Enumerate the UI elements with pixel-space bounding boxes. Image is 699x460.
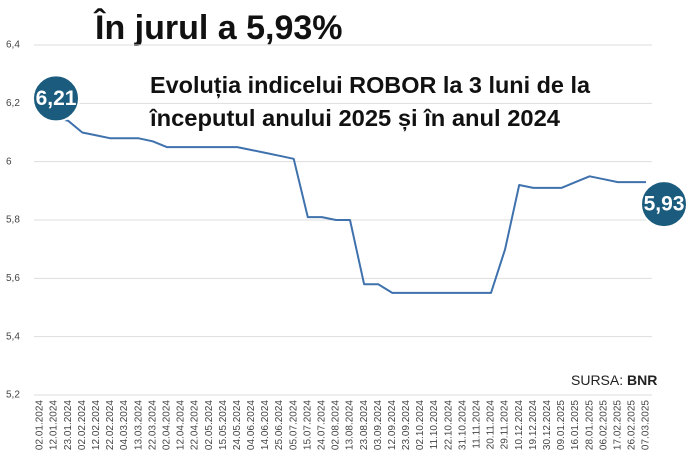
value-badge <box>640 180 688 229</box>
x-tick-label: 10.12.2024 <box>514 400 525 450</box>
x-tick-label: 07.03.2025 <box>641 400 652 450</box>
x-tick-label: 11.10.2024 <box>429 400 440 450</box>
x-tick-label: 22.04.2024 <box>190 400 201 450</box>
x-tick-label: 25.06.2024 <box>274 400 285 450</box>
x-tick-label: 12.02.2024 <box>91 400 102 450</box>
series-line <box>39 99 646 294</box>
badge-label: 6,21 <box>36 87 77 110</box>
y-tick-label: 6 <box>6 156 12 167</box>
x-tick-label: 02.04.2024 <box>161 400 172 450</box>
source-prefix: SURSA: <box>571 372 623 388</box>
x-tick-label: 31.10.2024 <box>457 400 468 450</box>
x-tick-label: 02.10.2024 <box>415 400 426 450</box>
x-tick-label: 19.12.2024 <box>528 400 539 450</box>
x-tick-label: 29.11.2024 <box>500 400 511 450</box>
x-tick-label: 02.02.2024 <box>77 400 88 450</box>
x-tick-label: 28.01.2025 <box>584 400 595 450</box>
x-tick-label: 02.08.2024 <box>331 400 342 450</box>
y-tick-label: 5,4 <box>6 331 20 342</box>
x-tick-label: 12.04.2024 <box>176 400 187 450</box>
x-tick-label: 15.07.2024 <box>302 400 313 450</box>
x-tick-label: 23.01.2024 <box>63 400 74 450</box>
y-tick-label: 5,8 <box>6 215 20 226</box>
y-tick-label: 6,4 <box>6 40 20 51</box>
y-tick-label: 5,6 <box>6 273 20 284</box>
x-tick-label: 23.09.2024 <box>401 400 412 450</box>
x-tick-label: 04.03.2024 <box>119 400 130 450</box>
x-tick-label: 23.08.2024 <box>359 400 370 450</box>
x-tick-label: 12.01.2024 <box>49 400 60 450</box>
x-tick-label: 13.03.2024 <box>133 400 144 450</box>
x-tick-label: 02.05.2024 <box>204 400 215 450</box>
chart-subtitle: începutul anului 2025 și în anul 2024 <box>149 105 560 132</box>
x-tick-label: 24.05.2024 <box>232 400 243 450</box>
x-tick-label: 09.01.2025 <box>556 400 567 450</box>
x-tick-label: 24.07.2024 <box>317 400 328 450</box>
source-label: SURSA: BNR <box>571 372 657 388</box>
value-badge <box>32 74 80 123</box>
y-tick-label: 5,2 <box>6 390 20 401</box>
x-tick-label: 02.01.2024 <box>35 400 46 450</box>
x-tick-label: 30.12.2024 <box>542 400 553 450</box>
x-tick-label: 20.11.2024 <box>486 400 497 450</box>
y-tick-label: 6,2 <box>6 98 20 109</box>
x-tick-label: 14.06.2024 <box>260 400 271 450</box>
x-tick-label: 22.02.2024 <box>105 400 116 450</box>
x-tick-label: 05.07.2024 <box>288 400 299 450</box>
grid <box>34 44 652 396</box>
x-tick-label: 17.02.2025 <box>612 400 623 450</box>
x-tick-label: 06.02.2025 <box>598 400 609 450</box>
x-tick-label: 16.01.2025 <box>570 400 581 450</box>
x-tick-label: 13.08.2024 <box>345 400 356 450</box>
chart-subtitle: Evoluția indicelui ROBOR la 3 luni de la <box>150 72 590 99</box>
source-name: BNR <box>627 372 657 388</box>
x-tick-label: 15.05.2024 <box>218 400 229 450</box>
badge-label: 5,93 <box>644 193 685 216</box>
x-tick-label: 04.06.2024 <box>246 400 257 450</box>
x-tick-label: 22.10.2024 <box>443 400 454 450</box>
x-tick-label: 03.09.2024 <box>373 400 384 450</box>
x-tick-label: 22.03.2024 <box>147 400 158 450</box>
x-tick-label: 12.09.2024 <box>387 400 398 450</box>
x-tick-label: 11.11.2024 <box>472 400 483 449</box>
x-tick-label: 26.02.2025 <box>627 400 638 450</box>
chart-title: În jurul a 5,93% <box>93 9 343 47</box>
